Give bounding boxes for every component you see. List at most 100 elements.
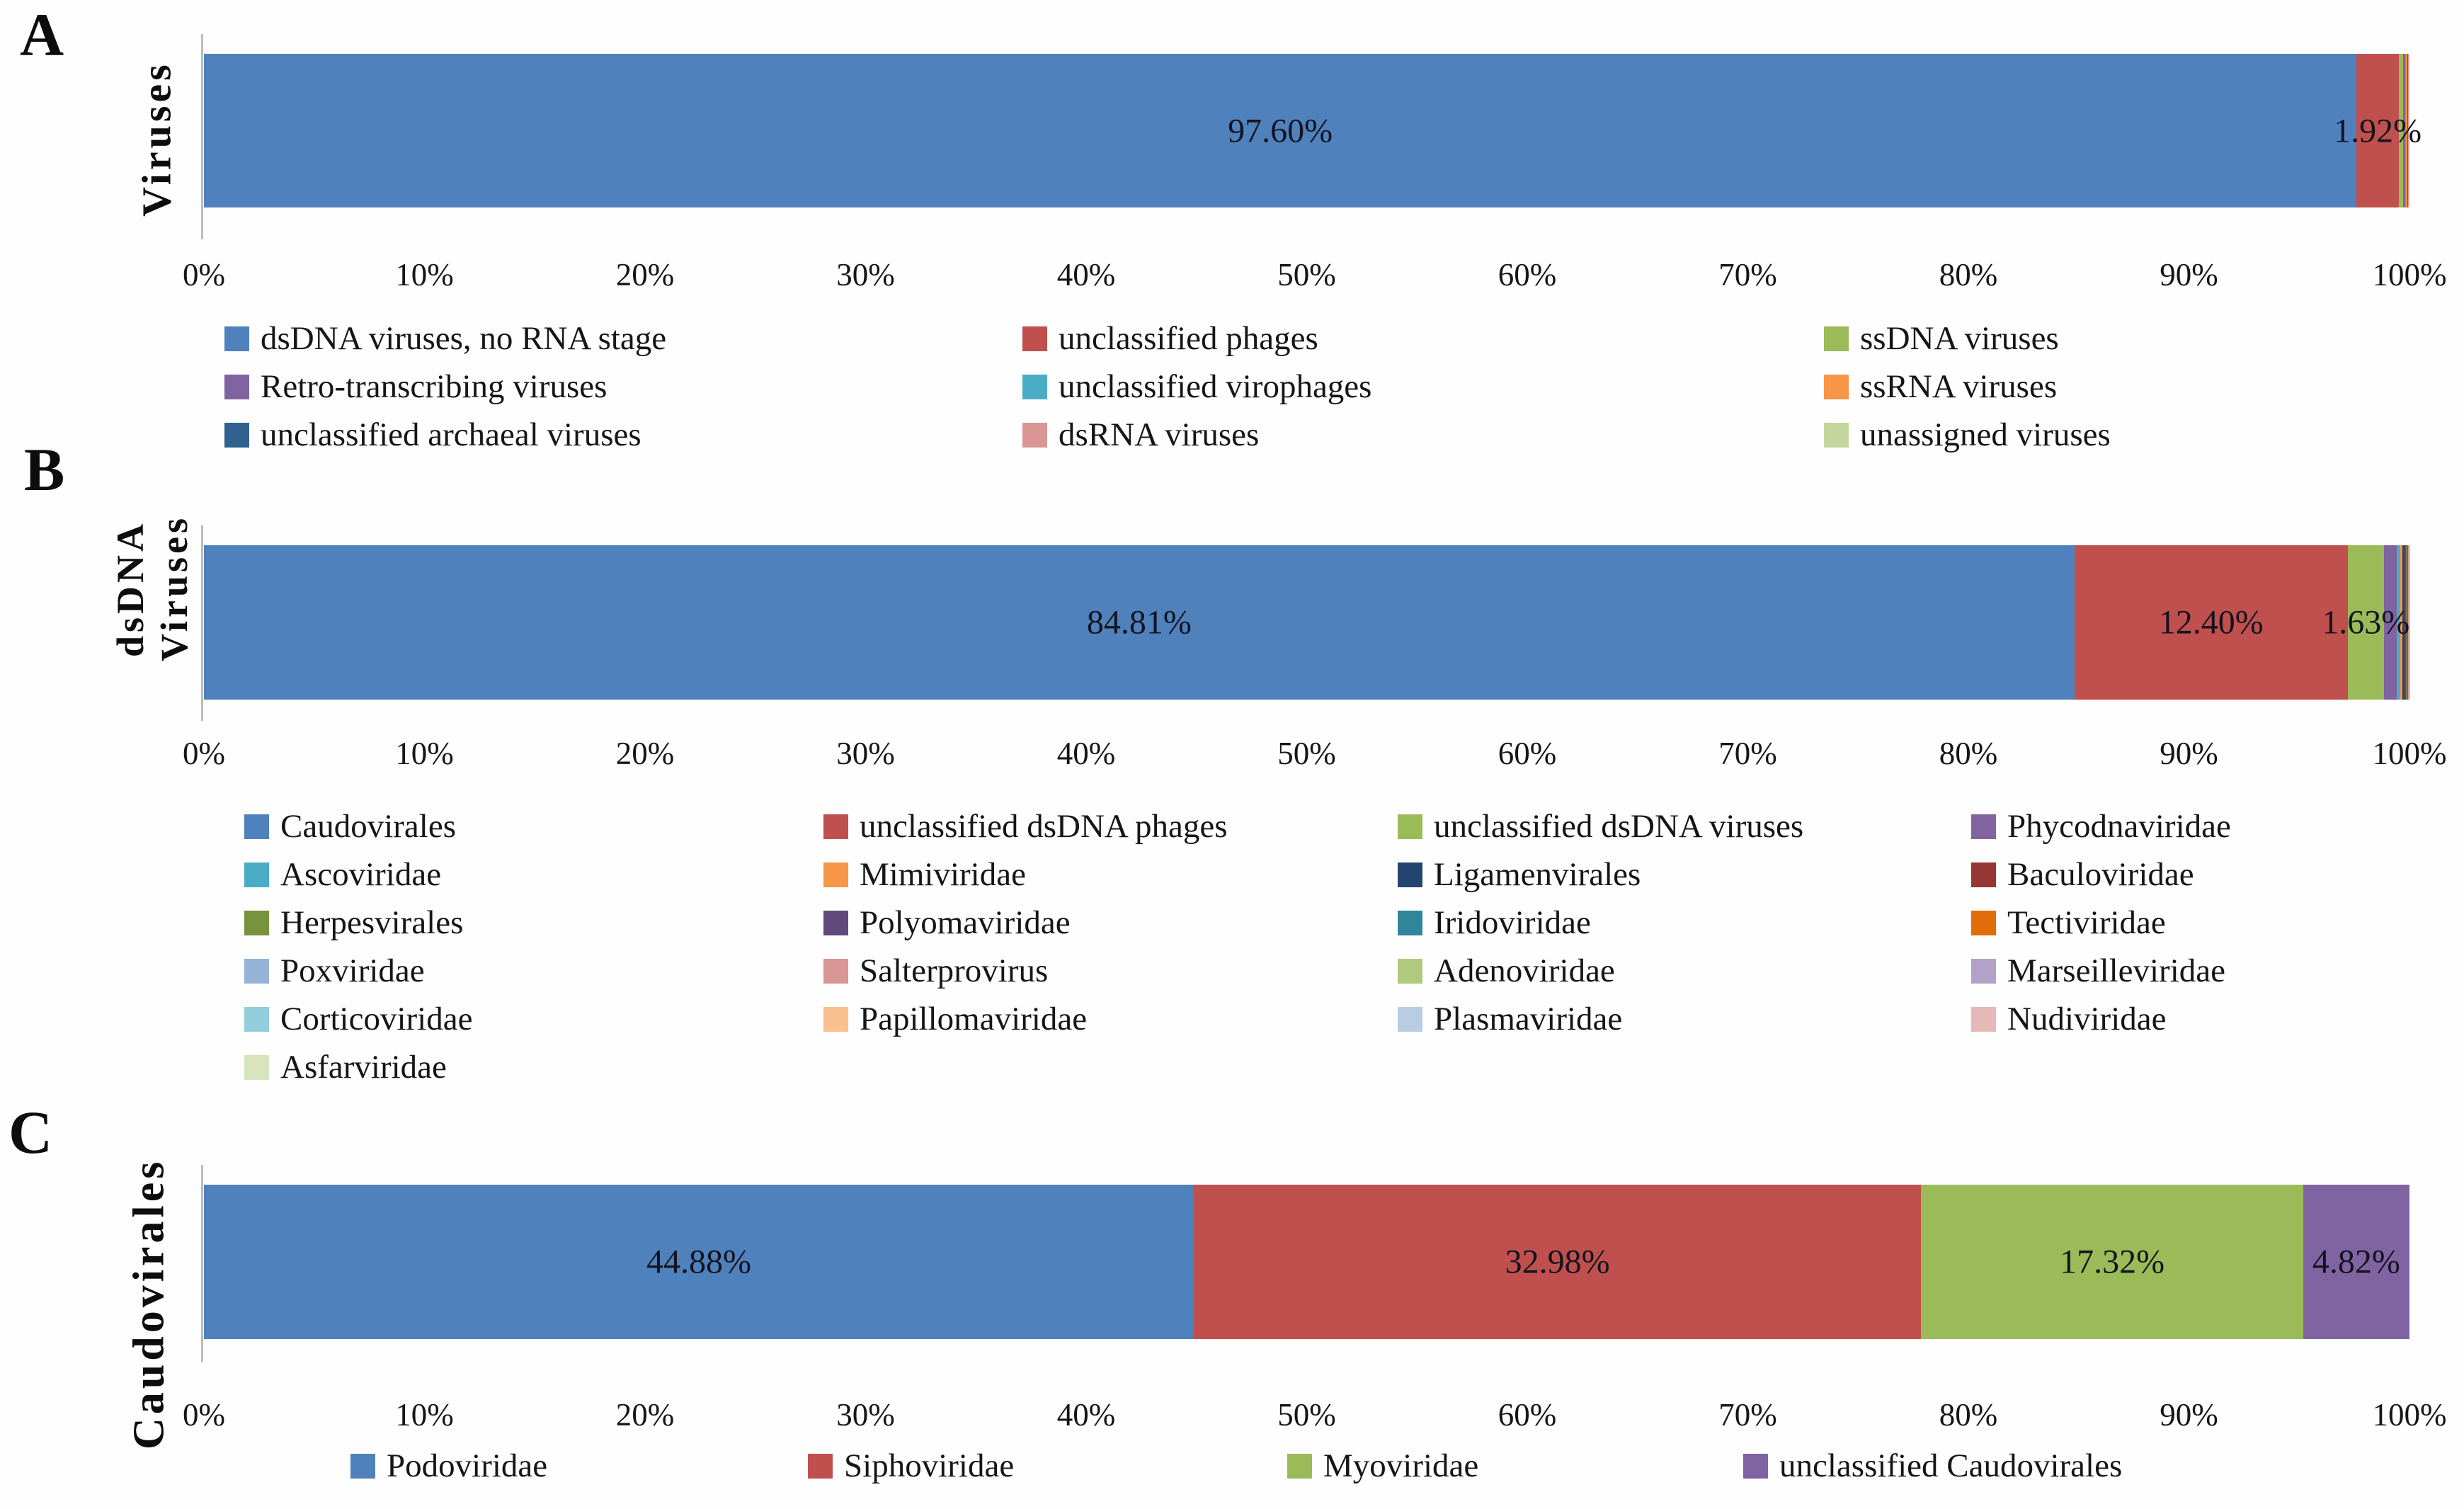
legend-label: Mimiviridae	[860, 856, 1026, 893]
legend-swatch	[1824, 422, 1849, 448]
legend-label: Corticoviridae	[280, 1001, 473, 1037]
x-tick-label: 40%	[1056, 1397, 1116, 1433]
legend-label: Papillomaviridae	[860, 1001, 1088, 1037]
panel-letter-b: B	[24, 435, 65, 503]
legend-item-adenoviridae: Adenoviridae	[1398, 952, 1615, 990]
legend-item-ascoviridae: Ascoviridae	[244, 855, 441, 894]
data-label: 44.88%	[646, 1243, 751, 1281]
legend-label: Caudovirales	[280, 808, 456, 845]
legend-item-ssdna-viruses: ssDNA viruses	[1824, 319, 2059, 358]
x-tick-label: 20%	[615, 1397, 675, 1433]
legend-item-papillomaviridae: Papillomaviridae	[823, 1000, 1087, 1038]
data-label: 1.92%	[2334, 112, 2422, 149]
legend-item-mimiviridae: Mimiviridae	[823, 855, 1026, 894]
legend-item-unclassified-virophages: unclassified virophages	[1022, 368, 1371, 406]
bar-segment-dsrna-viruses	[2408, 54, 2409, 207]
legend-swatch	[1398, 1006, 1422, 1032]
bar-segment-unclassified-dsdna-viruses	[2347, 545, 2384, 700]
x-tick-label: 30%	[836, 1397, 895, 1433]
bar-segment-caudovirales	[204, 545, 2075, 700]
legend-label: Ligamenvirales	[1434, 856, 1641, 893]
legend-item-polyomaviridae: Polyomaviridae	[823, 904, 1071, 942]
x-tick-label: 70%	[1718, 257, 1777, 292]
legend-label: dsDNA viruses, no RNA stage	[261, 320, 667, 357]
x-tick-label: 70%	[1718, 1397, 1777, 1433]
legend-swatch	[1022, 326, 1047, 351]
legend-label: Poxviridae	[280, 952, 425, 989]
legend-label: Polyomaviridae	[860, 904, 1071, 941]
legend-item-tectiviridae: Tectiviridae	[1971, 904, 2166, 942]
legend-swatch	[1971, 1006, 1996, 1032]
legend-swatch	[1398, 814, 1422, 839]
bar-segment-dsdna-viruses-no-rna-stage	[204, 54, 2357, 207]
legend-item-unclassified-caudovirales: unclassified Caudovirales	[1743, 1447, 2122, 1485]
legend-item-unclassified-archaeal-viruses: unclassified archaeal viruses	[224, 416, 641, 454]
x-tick-label: 60%	[1498, 736, 1557, 771]
bar-segment-herpesvirales	[2405, 545, 2407, 700]
panel-letter-c: C	[8, 1098, 53, 1166]
x-tick-label: 80%	[1939, 1397, 1998, 1433]
x-tick-label: 50%	[1277, 257, 1336, 292]
legend-item-unclassified-dsdna-viruses: unclassified dsDNA viruses	[1398, 807, 1803, 845]
data-label: 12.40%	[2158, 603, 2264, 642]
legend-item-retro-transcribing-viruses: Retro-transcribing viruses	[224, 368, 607, 406]
legend-label: Herpesvirales	[280, 904, 464, 941]
legend-label: Adenoviridae	[1434, 952, 1615, 989]
legend-item-dsdna-viruses-no-rna-stage: dsDNA viruses, no RNA stage	[224, 319, 666, 358]
x-tick-label: 0%	[183, 736, 225, 771]
y-axis-line	[201, 525, 203, 721]
bar-segment-unclassified-dsdna-phages	[2074, 545, 2348, 700]
legend-swatch	[1398, 958, 1422, 984]
legend-label: unclassified virophages	[1059, 368, 1372, 405]
x-tick-label: 90%	[2160, 736, 2218, 771]
legend-swatch	[224, 374, 249, 399]
legend-label: Plasmaviridae	[1434, 1001, 1623, 1037]
bar-segment-unclassified-phages	[2356, 54, 2400, 207]
bar-segment-ssrna-viruses	[2406, 54, 2407, 207]
legend-item-podoviridae: Podoviridae	[350, 1447, 547, 1485]
y-axis-line	[201, 34, 203, 239]
legend-item-salterprovirus: Salterprovirus	[823, 952, 1048, 990]
legend-item-asfarviridae: Asfarviridae	[244, 1048, 447, 1086]
stacked-bar-viruses: 97.60% 1.92%	[204, 54, 2422, 207]
bar-segment-ascoviridae	[2397, 545, 2400, 700]
legend-item-phycodnaviridae: Phycodnaviridae	[1971, 807, 2231, 845]
data-label: 1.63%	[2322, 603, 2410, 642]
legend-swatch	[1287, 1453, 1312, 1479]
x-tick-label: 10%	[395, 736, 454, 771]
legend-label: Tectiviridae	[2007, 904, 2166, 941]
legend-label: Iridoviridae	[1434, 904, 1591, 941]
legend-swatch	[1971, 958, 1996, 984]
legend-item-myoviridae: Myoviridae	[1287, 1447, 1478, 1485]
x-tick-label: 50%	[1277, 1397, 1336, 1433]
legend-swatch	[244, 1006, 269, 1032]
bar-segment-ssdna-viruses	[2399, 54, 2404, 207]
x-axis-ticks: 0% 10% 20% 30% 40% 50% 60% 70% 80% 90% 100%	[183, 1396, 2447, 1442]
bar-segment-phycodnaviridae	[2383, 545, 2397, 700]
x-tick-label: 20%	[615, 736, 675, 771]
legend-label: Siphoviridae	[844, 1447, 1015, 1484]
legend-label: unassigned viruses	[1860, 416, 2111, 453]
bar-segment-unclassified-archaeal-viruses	[2407, 54, 2409, 207]
legend-label: unclassified archaeal viruses	[261, 416, 641, 453]
legend-swatch	[224, 326, 249, 351]
legend-item-unclassified-dsdna-phages: unclassified dsDNA phages	[823, 807, 1228, 845]
legend-swatch	[1971, 910, 1996, 935]
legend-label: Asfarviridae	[280, 1049, 447, 1086]
bar-segment-mimiviridae	[2400, 545, 2403, 700]
bar-segment-tectiviridae	[2407, 545, 2409, 700]
legend-swatch	[1971, 862, 1996, 887]
legend-item-plasmaviridae: Plasmaviridae	[1398, 1000, 1622, 1038]
legend-swatch	[808, 1453, 833, 1479]
x-tick-label: 0%	[183, 257, 225, 292]
x-tick-label: 80%	[1939, 257, 1998, 292]
legend-swatch	[244, 1054, 269, 1080]
legend-swatch	[823, 1006, 848, 1032]
legend-swatch	[1743, 1453, 1768, 1479]
legend-item-marseilleviridae: Marseilleviridae	[1971, 952, 2225, 990]
legend-item-ligamenvirales: Ligamenvirales	[1398, 855, 1641, 894]
